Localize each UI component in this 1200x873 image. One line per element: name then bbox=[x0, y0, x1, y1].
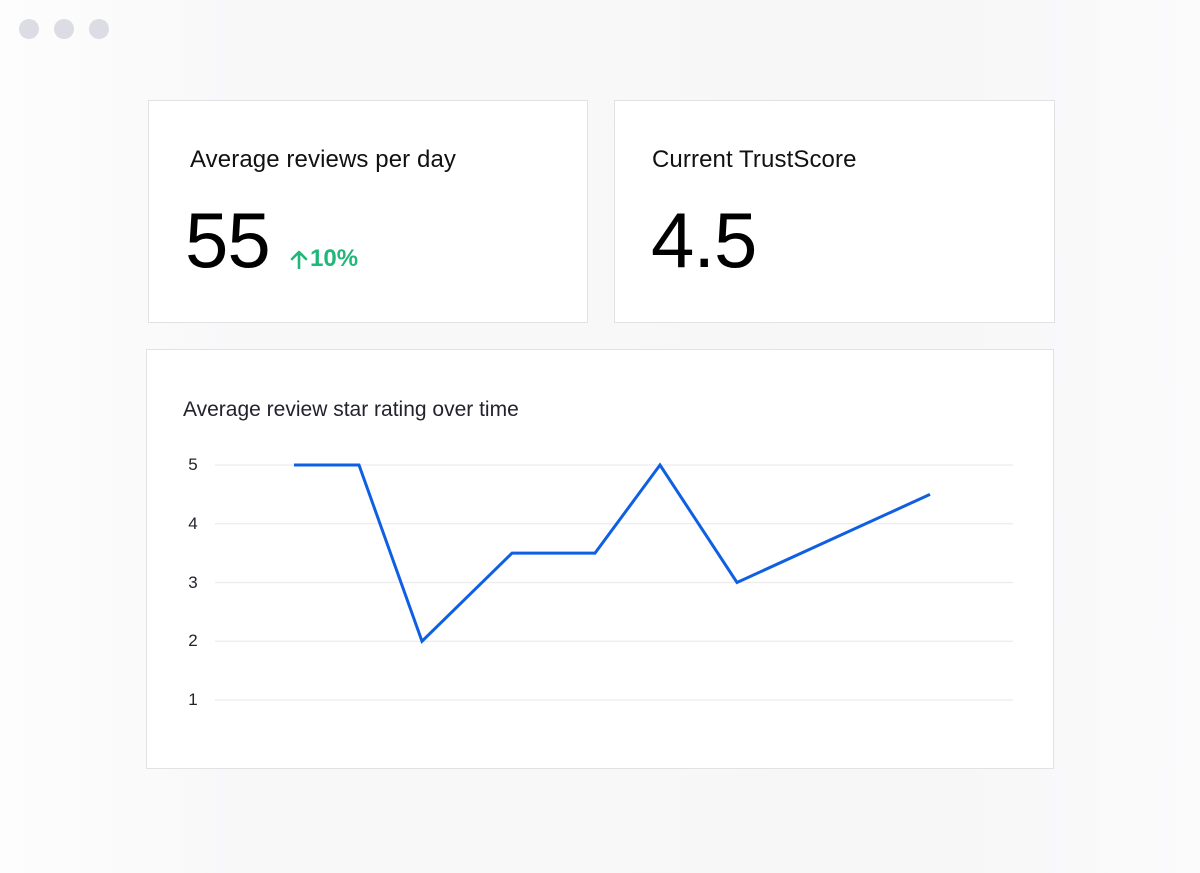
card-title: Current TrustScore bbox=[652, 146, 857, 173]
reviews-per-day-card: Average reviews per day 55 10% bbox=[148, 100, 588, 323]
y-tick-label: 1 bbox=[188, 690, 198, 709]
line-chart bbox=[215, 462, 1013, 701]
y-tick-label: 5 bbox=[188, 455, 198, 474]
window-dot-icon bbox=[89, 19, 109, 39]
window-controls bbox=[19, 19, 109, 39]
y-tick-label: 2 bbox=[188, 631, 198, 651]
window-dot-icon bbox=[19, 19, 39, 39]
trend-value: 10% bbox=[310, 245, 359, 272]
metric-value: 55 bbox=[185, 196, 271, 284]
chart-title: Average review star rating over time bbox=[183, 398, 519, 421]
card-title: Average reviews per day bbox=[190, 146, 456, 173]
y-tick-label: 3 bbox=[188, 572, 198, 592]
rating-line bbox=[294, 462, 931, 644]
window-dot-icon bbox=[54, 19, 74, 39]
trend-badge: 10% bbox=[290, 245, 358, 273]
rating-chart-card: Average review star rating over time 1 2 3… bbox=[146, 349, 1054, 769]
metric-value: 4.5 bbox=[651, 196, 757, 284]
trustscore-card: Current TrustScore 4.5 bbox=[614, 100, 1055, 323]
y-tick-label: 4 bbox=[188, 513, 198, 533]
arrow-up-icon bbox=[290, 250, 308, 269]
